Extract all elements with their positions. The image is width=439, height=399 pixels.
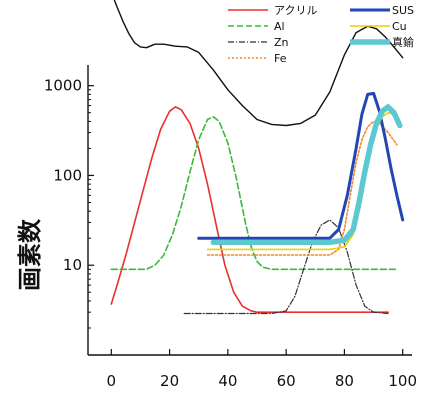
legend-label: Zn bbox=[274, 36, 289, 49]
x-tick-label: 20 bbox=[160, 372, 179, 390]
series-line-4 bbox=[197, 91, 405, 240]
y-tick-label: 10 bbox=[63, 256, 82, 274]
x-tick-label: 100 bbox=[388, 372, 417, 390]
series-line-2 bbox=[183, 219, 389, 315]
y-axis-label: 画素数 bbox=[16, 218, 44, 291]
x-tick-label: 0 bbox=[107, 372, 117, 390]
series-line-3 bbox=[206, 120, 398, 256]
x-tick-label: 40 bbox=[218, 372, 237, 390]
legend-label: アクリル bbox=[274, 4, 317, 17]
y-tick-label: 1000 bbox=[44, 77, 82, 95]
y-tick-label: 100 bbox=[53, 166, 82, 184]
x-tick-label: 80 bbox=[335, 372, 354, 390]
tick-labels: 0 20 40 60 80 100 10 100 1000 bbox=[44, 77, 417, 390]
series-line-0 bbox=[110, 106, 389, 313]
series-layer bbox=[110, 0, 405, 315]
axes bbox=[87, 65, 412, 356]
series-line-7 bbox=[113, 0, 404, 127]
legend-label: 真鍮 bbox=[392, 35, 414, 49]
legend-label: Cu bbox=[392, 20, 407, 33]
legend: アクリル Al Zn Fe SUS Cu 真鍮 bbox=[228, 4, 414, 65]
legend-label: SUS bbox=[392, 4, 414, 17]
legend-label: Fe bbox=[274, 52, 287, 65]
series-line-6 bbox=[210, 104, 403, 246]
legend-label: Al bbox=[274, 20, 285, 33]
series-line-1 bbox=[110, 116, 398, 271]
x-tick-label: 60 bbox=[277, 372, 296, 390]
